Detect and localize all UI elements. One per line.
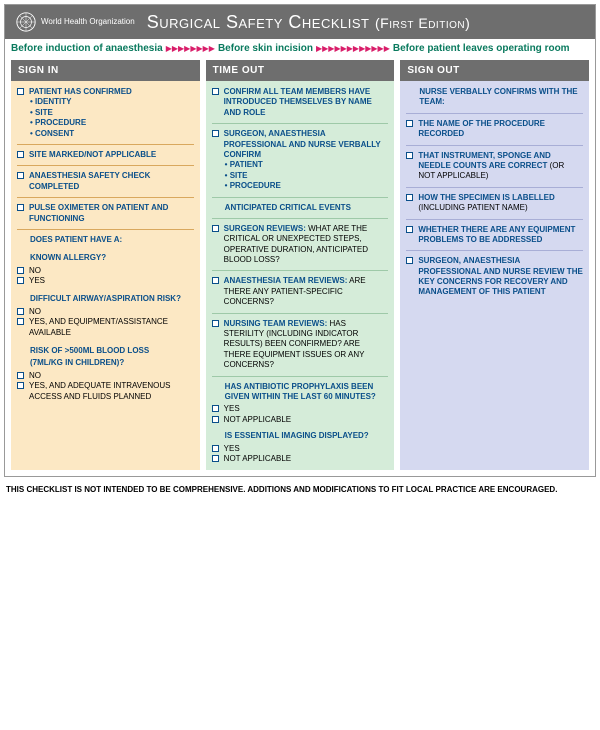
item-text: SURGEON, ANAESTHESIA PROFESSIONAL AND NU… — [224, 129, 389, 160]
item-text: PULSE OXIMETER ON PATIENT AND FUNCTIONIN… — [29, 203, 194, 224]
item-text: SURGEON REVIEWS: WHAT ARE THE CRITICAL O… — [224, 224, 389, 266]
heading: ANTICIPATED CRITICAL EVENTS — [212, 203, 389, 213]
option-na: NOT APPLICABLE — [224, 454, 389, 464]
checkbox[interactable] — [17, 267, 24, 274]
checkbox[interactable] — [212, 405, 219, 412]
subitem: PROCEDURE — [212, 181, 389, 191]
checkbox[interactable] — [212, 455, 219, 462]
option-yes: YES, AND ADEQUATE INTRAVENOUS ACCESS AND… — [29, 381, 194, 402]
sign-in-body: PATIENT HAS CONFIRMED IDENTITY SITE PROC… — [11, 81, 200, 470]
question: HAS ANTIBIOTIC PROPHYLAXIS BEEN GIVEN WI… — [212, 382, 389, 403]
sign-in-column: SIGN IN PATIENT HAS CONFIRMED IDENTITY S… — [11, 60, 200, 470]
question: DIFFICULT AIRWAY/ASPIRATION RISK? — [17, 294, 194, 304]
phase-2: Before skin incision — [218, 43, 313, 54]
question-sub: (7ML/KG IN CHILDREN)? — [17, 358, 194, 368]
item-text: ANAESTHESIA TEAM REVIEWS: ARE THERE ANY … — [224, 276, 389, 307]
option-no: NO — [29, 266, 194, 276]
who-logo: World Health Organization — [15, 11, 135, 33]
time-out-column: TIME OUT CONFIRM ALL TEAM MEMBERS HAVE I… — [206, 60, 395, 470]
sign-out-header: SIGN OUT — [400, 60, 589, 81]
item-text: SITE MARKED/NOT APPLICABLE — [29, 150, 194, 160]
arrow-chain-1: ▶▶▶▶▶▶▶▶ — [166, 44, 215, 53]
question: IS ESSENTIAL IMAGING DISPLAYED? — [212, 431, 389, 441]
subitem: SITE — [212, 171, 389, 181]
subitem: PATIENT — [212, 160, 389, 170]
checkbox[interactable] — [212, 277, 219, 284]
option-na: NOT APPLICABLE — [224, 415, 389, 425]
phase-3: Before patient leaves operating room — [393, 43, 570, 54]
checkbox[interactable] — [406, 194, 413, 201]
question: DOES PATIENT HAVE A: — [17, 235, 194, 245]
footer-note: THIS CHECKLIST IS NOT INTENDED TO BE COM… — [0, 481, 600, 498]
sign-out-body: NURSE VERBALLY CONFIRMS WITH THE TEAM: T… — [400, 81, 589, 470]
item-text: PATIENT HAS CONFIRMED — [29, 87, 194, 97]
org-name: World Health Organization — [41, 18, 135, 27]
option-no: NO — [29, 307, 194, 317]
sign-out-column: SIGN OUT NURSE VERBALLY CONFIRMS WITH TH… — [400, 60, 589, 470]
item-text: NURSING TEAM REVIEWS: HAS STERILITY (INC… — [224, 319, 389, 371]
columns: SIGN IN PATIENT HAS CONFIRMED IDENTITY S… — [5, 56, 595, 476]
subitem: PROCEDURE — [17, 118, 194, 128]
header-bar: World Health Organization Surgical Safet… — [5, 5, 595, 39]
item-text: SURGEON, ANAESTHESIA PROFESSIONAL AND NU… — [418, 256, 583, 298]
checkbox[interactable] — [212, 445, 219, 452]
checkbox[interactable] — [212, 225, 219, 232]
who-emblem-icon — [15, 11, 37, 33]
option-yes: YES, AND EQUIPMENT/ASSISTANCE AVAILABLE — [29, 317, 194, 338]
title-edition: (First Edition) — [375, 15, 470, 31]
subitem: SITE — [17, 108, 194, 118]
phase-1: Before induction of anaesthesia — [11, 43, 163, 54]
item-text: THE NAME OF THE PROCEDURE RECORDED — [418, 119, 583, 140]
subitem: IDENTITY — [17, 97, 194, 107]
item-text: NURSE VERBALLY CONFIRMS WITH THE TEAM: — [406, 87, 583, 108]
document-container: World Health Organization Surgical Safet… — [4, 4, 596, 477]
checkbox[interactable] — [212, 130, 219, 137]
item-text: HOW THE SPECIMEN IS LABELLED(INCLUDING P… — [418, 193, 583, 214]
checkbox[interactable] — [212, 416, 219, 423]
checkbox[interactable] — [406, 120, 413, 127]
subitem: CONSENT — [17, 129, 194, 139]
option-yes: YES — [29, 276, 194, 286]
time-out-header: TIME OUT — [206, 60, 395, 81]
checkbox[interactable] — [17, 308, 24, 315]
checkbox[interactable] — [17, 151, 24, 158]
question: RISK OF >500ML BLOOD LOSS — [17, 346, 194, 356]
checkbox[interactable] — [17, 318, 24, 325]
checkbox[interactable] — [17, 277, 24, 284]
checkbox[interactable] — [212, 88, 219, 95]
question: KNOWN ALLERGY? — [17, 253, 194, 263]
checkbox[interactable] — [406, 226, 413, 233]
checkbox[interactable] — [17, 172, 24, 179]
title-main: Surgical Safety Checklist — [147, 12, 370, 32]
checkbox[interactable] — [212, 320, 219, 327]
item-text: CONFIRM ALL TEAM MEMBERS HAVE INTRODUCED… — [224, 87, 389, 118]
item-text: ANAESTHESIA SAFETY CHECK COMPLETED — [29, 171, 194, 192]
checkbox[interactable] — [17, 88, 24, 95]
checkbox[interactable] — [17, 382, 24, 389]
checkbox[interactable] — [17, 204, 24, 211]
document-title: Surgical Safety Checklist (First Edition… — [147, 12, 585, 33]
checkbox[interactable] — [17, 372, 24, 379]
checkbox[interactable] — [406, 152, 413, 159]
time-out-body: CONFIRM ALL TEAM MEMBERS HAVE INTRODUCED… — [206, 81, 395, 470]
item-text: WHETHER THERE ARE ANY EQUIPMENT PROBLEMS… — [418, 225, 583, 246]
item-text: THAT INSTRUMENT, SPONGE AND NEEDLE COUNT… — [418, 151, 583, 182]
checkbox[interactable] — [406, 257, 413, 264]
option-no: NO — [29, 371, 194, 381]
option-yes: YES — [224, 404, 389, 414]
phase-row: Before induction of anaesthesia ▶▶▶▶▶▶▶▶… — [5, 39, 595, 56]
arrow-chain-2: ▶▶▶▶▶▶▶▶▶▶▶▶ — [316, 44, 390, 53]
sign-in-header: SIGN IN — [11, 60, 200, 81]
option-yes: YES — [224, 444, 389, 454]
